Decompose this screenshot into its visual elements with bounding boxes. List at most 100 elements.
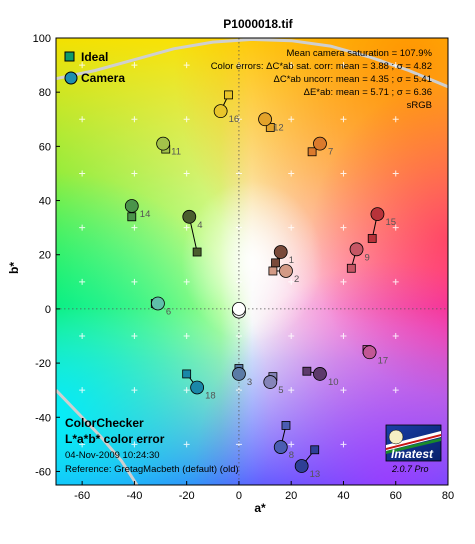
ideal-point-7: [307, 147, 317, 157]
x-axis-label: a*: [254, 501, 266, 515]
patch-number-8: 8: [289, 450, 294, 461]
ideal-point-10: [302, 366, 312, 376]
grid-plus: [131, 441, 138, 448]
grid-plus: [183, 170, 190, 177]
zero-axis-lines: [56, 38, 448, 485]
camera-point-14: [124, 199, 139, 213]
y-tick-label: 80: [39, 87, 51, 99]
grid-plus: [392, 62, 399, 69]
x-tick-label: 20: [285, 490, 297, 502]
grid-plus: [79, 387, 86, 394]
camera-point-16: [213, 104, 228, 119]
gamut-curve-upper: [56, 38, 448, 89]
y-tick-label: -40: [35, 412, 51, 424]
info-line-uncorr: ΔC*ab uncorr: mean = 4.35 ; σ = 5.41: [274, 74, 433, 85]
grid-plus: [288, 387, 295, 394]
plot-background: [56, 38, 448, 485]
grid-plus: [392, 387, 399, 394]
x-tick-label: 80: [442, 490, 454, 502]
chart-title: P1000018.tif: [223, 17, 293, 31]
grid-plus: [131, 278, 138, 285]
grid-plus: [79, 224, 86, 231]
grid-plus: [131, 333, 138, 339]
caption-lab-error: L*a*b* color error: [65, 432, 165, 446]
grid-plus: [79, 62, 86, 69]
grid-plus: [131, 62, 138, 69]
grid-plus: [392, 170, 399, 177]
legend: Ideal Camera: [64, 50, 125, 85]
y-tick-label: -20: [35, 358, 51, 370]
camera-point-6: [151, 296, 165, 311]
plot-frame: [55, 37, 449, 486]
grid-plus: [288, 62, 295, 69]
patch-number-11: 11: [171, 147, 181, 158]
x-tick-label: -60: [74, 490, 90, 502]
bg-layer-gCt: [56, 38, 448, 485]
grid-plus: [183, 224, 190, 231]
y-axis-ticks: -60 -40 -20 0 20 40 60 80 100: [33, 33, 60, 478]
grid-plus: [392, 116, 399, 123]
grid-plus: [288, 441, 295, 448]
patch-number-12: 12: [273, 122, 284, 133]
camera-point-1: [273, 245, 288, 259]
grid-plus: [340, 387, 347, 394]
y-tick-label: 100: [33, 33, 51, 45]
grid-plus: [288, 116, 295, 123]
grid-plus: [392, 278, 399, 285]
ideal-point-4: [192, 247, 202, 257]
grid-plus: [288, 278, 295, 285]
y-tick-label: 0: [45, 304, 51, 316]
grid-plus: [235, 278, 242, 285]
legend-ideal-swatch: [64, 51, 75, 62]
patch-number-3: 3: [247, 377, 252, 388]
grid-plus: [235, 224, 242, 231]
x-tick-label: -20: [179, 490, 195, 502]
camera-point-8: [273, 440, 288, 454]
chart-caption-block: ColorChecker L*a*b* color error 04-Nov-2…: [65, 416, 239, 475]
grid-plus: [392, 224, 399, 231]
version-label: 2.0.7 Pro: [391, 464, 429, 474]
grid-plus: [79, 116, 86, 123]
grid-plus: [131, 224, 138, 231]
info-line-colorspace: sRGB: [407, 100, 432, 111]
grid-plus: [340, 116, 347, 123]
grid-plus: [340, 278, 347, 285]
patch-number-14: 14: [140, 209, 151, 220]
camera-point-5: [263, 375, 278, 389]
camera-point-4: [182, 209, 197, 224]
camera-point-20: [232, 302, 246, 316]
x-tick-label: -40: [126, 490, 142, 502]
patch-number-10: 10: [328, 377, 339, 388]
camera-point-7: [313, 136, 327, 151]
patch-number-7: 7: [328, 147, 333, 158]
camera-point-18: [190, 380, 205, 395]
svg-text:Imatest: Imatest: [391, 447, 434, 461]
imatest-logo: Imatest 2.0.7 Pro: [385, 424, 442, 474]
camera-point-2: [279, 264, 293, 278]
patch-number-4: 4: [197, 220, 202, 231]
y-tick-label: 60: [39, 141, 51, 153]
gamut-curve-lower: [56, 389, 139, 485]
grid-plus: [183, 62, 190, 69]
y-tick-label: 20: [39, 250, 51, 262]
ideal-point-9: [346, 263, 356, 273]
grid-plus: [79, 278, 86, 285]
grid-plus: [340, 224, 347, 231]
info-line-sat-corr: Color errors: ΔC*ab sat. corr: mean = 3.…: [211, 61, 432, 72]
grid-plus: [79, 170, 86, 177]
x-tick-label: 0: [236, 490, 242, 502]
ideal-point-15: [367, 234, 377, 243]
patch-number-6: 6: [166, 306, 171, 317]
patch-number-13: 13: [310, 469, 321, 480]
caption-colorchecker: ColorChecker: [65, 416, 144, 430]
grid-plus: [340, 441, 347, 448]
camera-point-12: [258, 112, 272, 127]
error-info-block: Mean camera saturation = 107.9% Color er…: [211, 48, 433, 111]
grid-plus: [288, 333, 295, 339]
info-line-saturation: Mean camera saturation = 107.9%: [287, 48, 433, 59]
camera-point-15: [370, 207, 385, 221]
legend-camera-swatch: [64, 71, 78, 85]
patch-number-5: 5: [278, 385, 283, 396]
caption-reference: Reference: GretagMacbeth (default) (old): [65, 464, 239, 475]
grid-plus: [288, 224, 295, 231]
